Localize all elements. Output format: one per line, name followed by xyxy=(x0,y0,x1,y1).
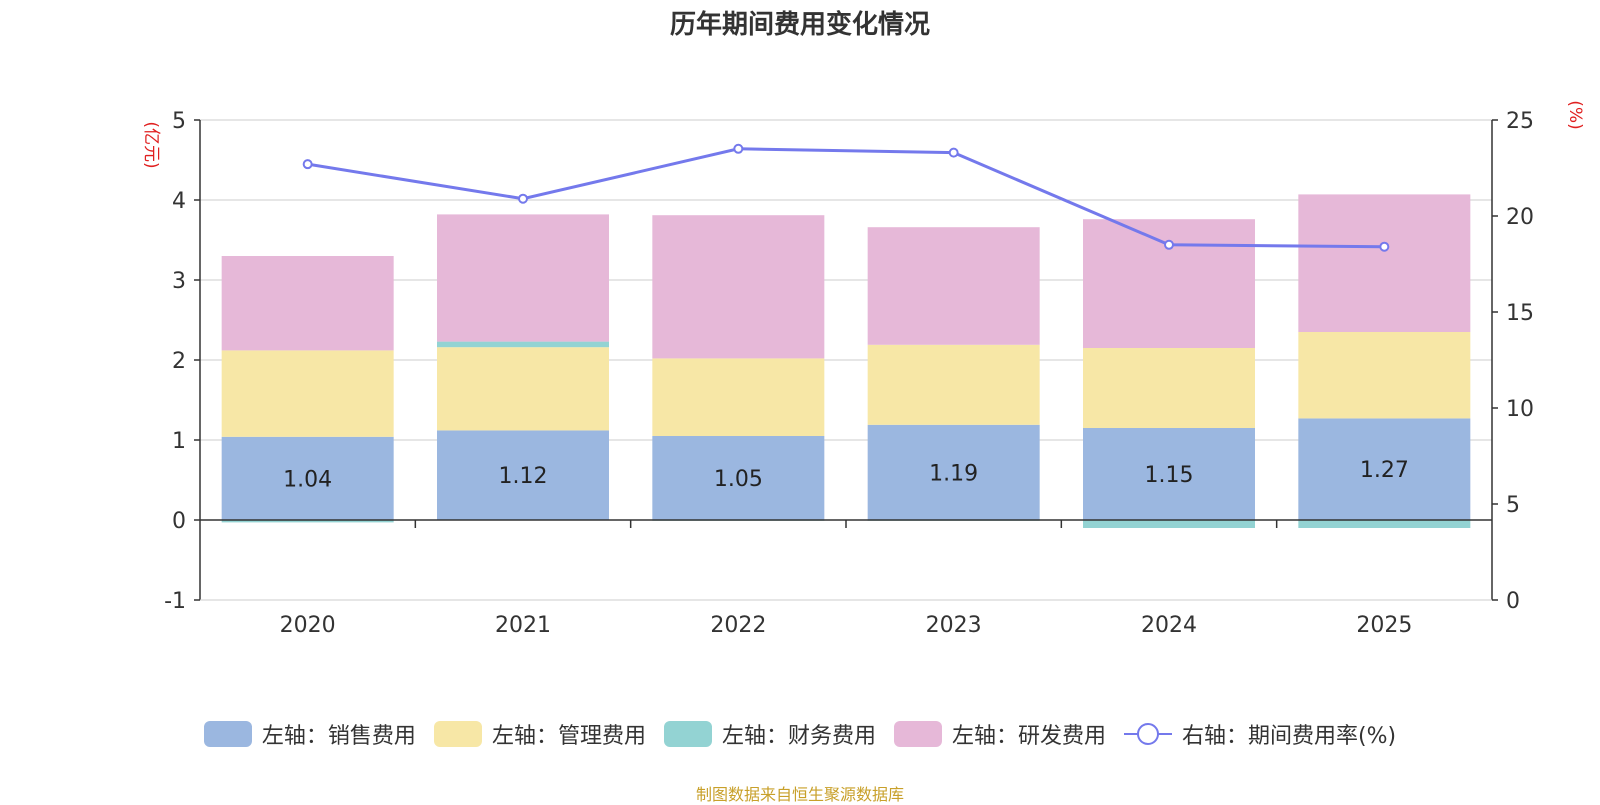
ratio-point-2024 xyxy=(1164,239,1174,250)
data-label-sales: 1.19 xyxy=(929,461,978,486)
ratio-line xyxy=(302,143,1390,252)
left-tick-label: 3 xyxy=(172,269,186,294)
legend: 左轴：销售费用 左轴：管理费用 左轴：财务费用 左轴：研发费用 右轴：期间费用率… xyxy=(0,718,1600,750)
data-label-sales: 1.15 xyxy=(1145,463,1194,488)
bar-segment-0-2024 xyxy=(1083,428,1255,520)
bar-segment-1-2021 xyxy=(437,347,609,431)
ratio-point-2021 xyxy=(518,193,528,204)
bar-segment-3-2022 xyxy=(652,215,825,359)
ratio-point-2022 xyxy=(733,143,744,154)
bar-segment-2-2020 xyxy=(221,520,394,523)
bar-segment-3-2023 xyxy=(867,227,1040,345)
data-label-sales: 1.05 xyxy=(714,467,763,492)
left-axis-unit: (亿元) xyxy=(141,121,161,168)
right-tick-label: 0 xyxy=(1506,589,1520,614)
x-tick-label: 2021 xyxy=(495,613,551,638)
ratio-point-2020 xyxy=(302,159,313,170)
legend-swatch-admin xyxy=(433,721,482,747)
left-tick-label: 5 xyxy=(172,109,186,134)
data-label-sales: 1.12 xyxy=(499,464,548,489)
legend-line-circle-icon xyxy=(1123,723,1172,745)
bar-segment-3-2021 xyxy=(437,214,609,342)
legend-swatch-rnd xyxy=(893,721,942,747)
legend-label-finance: 左轴：财务费用 xyxy=(721,724,876,749)
legend-item-ratio[interactable]: 右轴：期间费用率(%) xyxy=(1123,718,1397,750)
right-tick-label: 5 xyxy=(1506,493,1520,518)
bar-segment-3-2024 xyxy=(1083,219,1255,348)
bar-segment-0-2021 xyxy=(437,430,609,520)
legend-swatch-sales xyxy=(203,721,252,747)
legend-label-sales: 左轴：销售费用 xyxy=(261,724,416,749)
chart-title: 历年期间费用变化情况 xyxy=(669,10,930,40)
bar-segment-1-2020 xyxy=(221,350,394,437)
left-tick-label: 1 xyxy=(172,429,186,454)
bar-segment-0-2023 xyxy=(867,424,1040,520)
right-tick-label: 25 xyxy=(1506,109,1534,134)
x-tick-label: 2024 xyxy=(1141,613,1197,638)
ratio-point-2023 xyxy=(948,147,959,158)
bar-stacks xyxy=(221,194,1471,528)
right-axis-unit: (%) xyxy=(1565,100,1585,129)
legend-item-rnd[interactable]: 左轴：研发费用 xyxy=(893,718,1106,750)
right-tick-label: 10 xyxy=(1506,397,1534,422)
left-tick-label: -1 xyxy=(164,589,186,614)
bar-segment-0-2020 xyxy=(221,436,394,520)
bar-segment-0-2022 xyxy=(652,436,825,520)
legend-item-finance[interactable]: 左轴：财务费用 xyxy=(663,718,876,750)
left-tick-label: 0 xyxy=(172,509,186,534)
ratio-point-2025 xyxy=(1379,241,1390,252)
bar-segment-1-2024 xyxy=(1083,348,1255,428)
x-tick-label: 2025 xyxy=(1356,613,1412,638)
bar-segment-1-2025 xyxy=(1298,332,1471,419)
bar-segment-1-2023 xyxy=(867,344,1040,425)
data-label-sales: 1.27 xyxy=(1360,458,1409,483)
legend-item-admin[interactable]: 左轴：管理费用 xyxy=(433,718,646,750)
legend-label-rnd: 左轴：研发费用 xyxy=(951,724,1106,749)
bar-segment-3-2025 xyxy=(1298,194,1471,332)
x-tick-label: 2023 xyxy=(926,613,982,638)
right-tick-label: 20 xyxy=(1506,205,1534,230)
data-labels: 1.04 1.12 1.05 1.19 1.15 1.27 xyxy=(283,458,1409,492)
source-note: 制图数据来自恒生聚源数据库 xyxy=(695,785,904,804)
ratio-polyline xyxy=(307,147,1385,249)
bar-segment-1-2022 xyxy=(652,358,825,436)
right-tick-label: 15 xyxy=(1506,301,1534,326)
legend-label-admin: 左轴：管理费用 xyxy=(491,724,646,749)
bar-segment-2-2024 xyxy=(1083,520,1255,528)
bar-segment-3-2020 xyxy=(221,256,394,351)
bar-segment-2-2025 xyxy=(1298,520,1471,528)
left-tick-label: 4 xyxy=(172,189,186,214)
data-label-sales: 1.04 xyxy=(283,467,332,492)
x-tick-label: 2020 xyxy=(280,613,336,638)
legend-label-ratio: 右轴：期间费用率(%) xyxy=(1181,724,1397,749)
left-tick-label: 2 xyxy=(172,349,186,374)
legend-item-sales[interactable]: 左轴：销售费用 xyxy=(203,718,416,750)
bar-segment-2-2021 xyxy=(437,341,609,348)
x-tick-label: 2022 xyxy=(710,613,766,638)
bar-segment-0-2025 xyxy=(1298,418,1471,520)
legend-swatch-finance xyxy=(663,721,712,747)
